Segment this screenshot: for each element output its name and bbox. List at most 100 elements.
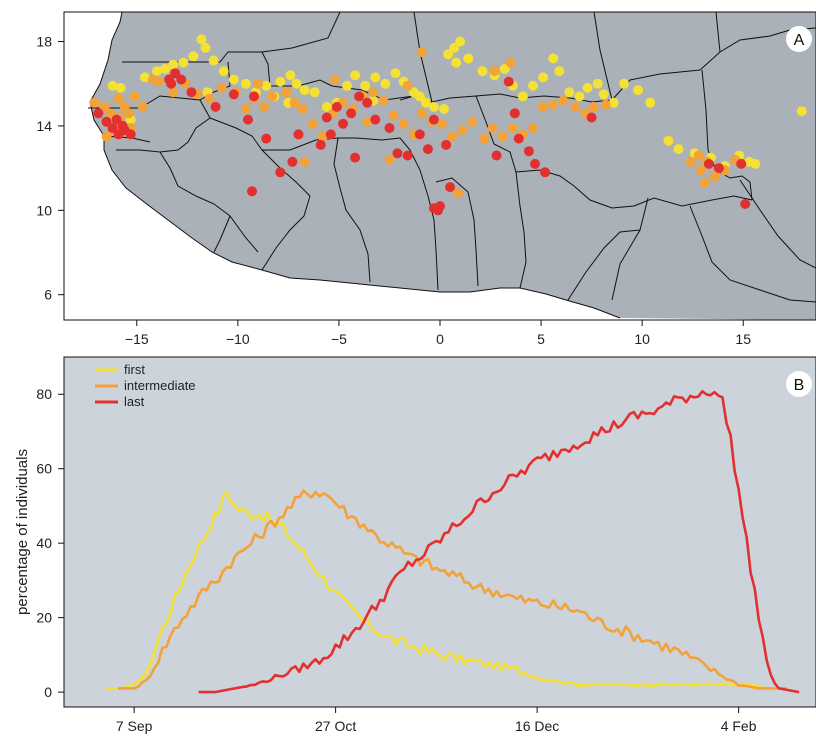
first-location-point	[200, 42, 211, 53]
first-location-point	[619, 78, 629, 89]
first-location-point	[115, 82, 126, 93]
first-location-point	[168, 59, 179, 70]
intermediate-location-point	[168, 87, 179, 98]
last-location-point	[338, 118, 348, 129]
intermediate-location-point	[388, 110, 399, 121]
first-location-point	[228, 74, 239, 85]
last-location-point	[170, 68, 181, 79]
country-borders	[88, 12, 816, 319]
intermediate-location-point	[685, 156, 696, 167]
percent-y-tick-label: 40	[36, 535, 52, 551]
intermediate-location-point	[600, 99, 611, 110]
map-x-tick-label: 5	[537, 331, 545, 347]
last-location-point	[586, 112, 597, 123]
y-axis-label: percentage of individuals	[14, 449, 31, 615]
intermediate-location-point	[329, 74, 340, 85]
series-line-intermediate	[118, 489, 787, 690]
first-location-point	[633, 85, 644, 96]
plot-background	[63, 356, 816, 708]
last-location-point	[703, 158, 714, 169]
intermediate-location-point	[497, 131, 508, 142]
intermediate-location-point	[467, 116, 478, 127]
last-location-point	[331, 101, 342, 112]
time-x-tick-label: 7 Sep	[116, 718, 153, 734]
first-location-point	[538, 72, 549, 83]
percent-y-axis: 0 20 40 60 80	[36, 386, 64, 700]
intermediate-location-point	[538, 101, 549, 112]
last-location-point	[166, 78, 177, 89]
first-location-point	[449, 42, 460, 53]
first-location-point	[178, 57, 189, 68]
intermediate-location-point	[457, 125, 468, 136]
intermediate-location-point	[402, 80, 413, 91]
last-location-point	[275, 167, 286, 178]
last-location-point	[249, 91, 259, 102]
first-location-point	[528, 80, 538, 91]
intermediate-location-point	[101, 131, 112, 142]
last-location-point	[428, 114, 439, 125]
intermediate-location-point	[113, 93, 124, 104]
intermediate-location-point	[317, 131, 328, 142]
legend-label-first: first	[124, 362, 145, 377]
intermediate-location-point	[505, 57, 516, 68]
first-location-point	[554, 66, 565, 77]
intermediate-location-point	[267, 91, 278, 102]
last-location-point	[422, 144, 433, 155]
intermediate-location-point	[105, 108, 116, 119]
first-location-point	[673, 144, 684, 155]
intermediate-location-point	[281, 87, 292, 98]
first-location-point	[499, 64, 510, 74]
last-location-point	[287, 156, 298, 167]
last-location-point	[491, 150, 502, 161]
last-location-point	[247, 186, 257, 197]
last-location-point	[125, 129, 136, 140]
intermediate-location-point	[453, 188, 464, 199]
last-location-point	[354, 91, 365, 102]
percent-y-tick-label: 60	[36, 461, 52, 477]
first-location-point	[645, 97, 656, 108]
last-location-point	[540, 167, 551, 178]
map-y-tick-label: 10	[36, 202, 52, 218]
intermediate-location-point	[437, 118, 447, 129]
percent-y-tick-label: 80	[36, 386, 52, 402]
last-location-point	[111, 114, 122, 125]
intermediate-location-point	[528, 123, 538, 133]
intermediate-location-point	[416, 47, 427, 58]
map-y-tick-label: 14	[36, 118, 52, 134]
last-location-point	[513, 133, 524, 144]
intermediate-location-point	[368, 87, 379, 98]
last-location-point	[714, 163, 724, 174]
panel-a-badge	[786, 26, 812, 52]
series-lines	[105, 390, 800, 694]
last-location-point	[384, 123, 395, 133]
series-line-last	[198, 390, 800, 694]
intermediate-location-point	[289, 97, 300, 108]
series-last-points	[93, 68, 751, 216]
map-y-tick-label: 6	[44, 287, 52, 303]
intermediate-location-point	[384, 154, 395, 165]
map-x-tick-label: 10	[634, 331, 650, 347]
last-location-point	[293, 129, 304, 140]
first-location-point	[564, 87, 575, 98]
first-location-point	[152, 66, 162, 77]
first-location-point	[477, 66, 488, 77]
first-location-point	[548, 53, 559, 64]
last-location-point	[107, 123, 118, 133]
legend-label-last: last	[124, 394, 145, 409]
first-location-point	[517, 91, 528, 102]
panel-b-letter: B	[794, 377, 805, 394]
first-location-point	[663, 135, 674, 146]
intermediate-location-point	[479, 133, 490, 144]
series-intermediate-points	[89, 47, 741, 199]
intermediate-location-point	[123, 108, 134, 119]
intermediate-location-point	[253, 78, 264, 89]
intermediate-location-point	[378, 95, 389, 106]
first-location-point	[439, 104, 449, 114]
last-location-point	[441, 139, 452, 150]
first-location-point	[428, 101, 439, 112]
intermediate-location-point	[137, 101, 148, 112]
last-location-point	[315, 139, 326, 150]
first-location-point	[188, 51, 199, 62]
last-location-point	[243, 114, 253, 125]
intermediate-location-point	[558, 95, 569, 106]
